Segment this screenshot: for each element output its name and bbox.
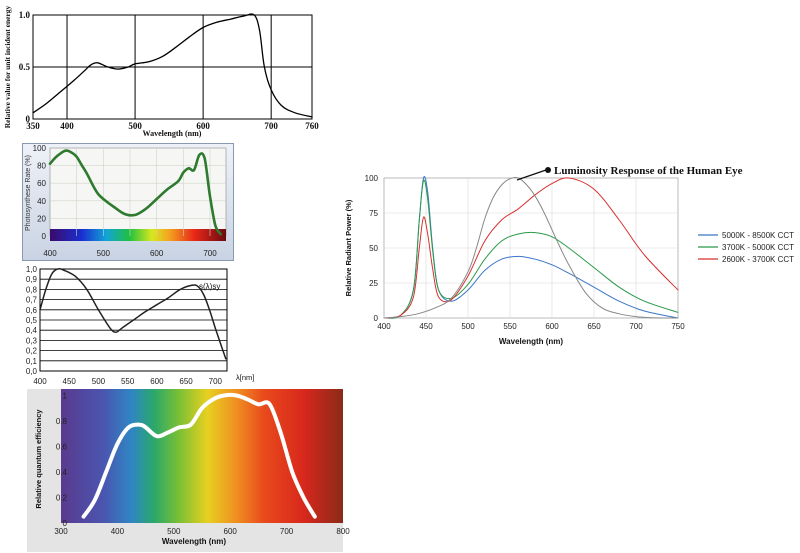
c3-ytick-label: 0,0: [26, 367, 38, 376]
c4-ytick-label: 0.8: [56, 417, 68, 426]
c3-xtick-label: 500: [92, 377, 106, 386]
c5-title-pointer-dot: [545, 167, 551, 173]
c5-ytick-label: 100: [365, 174, 379, 183]
c1-xtick-label: 400: [60, 121, 74, 131]
c4-xtick-label: 800: [336, 527, 350, 536]
chart-3-s-lambda: 400 450 500 550 600 650 7000,00,10,20,30,40,50…: [26, 265, 254, 386]
c5-xtick-label: 550: [503, 322, 517, 331]
c2-xtick-label: 400: [43, 249, 57, 258]
c3-ytick-label: 0,1: [26, 357, 38, 366]
c3-series-line-1: [39, 267, 227, 360]
c1-xtick-label: 760: [305, 121, 319, 131]
c1-xtick-label: 700: [264, 121, 278, 131]
c3-ytick-label: 0,4: [26, 326, 38, 335]
c5-xtick-label: 500: [461, 322, 475, 331]
chart-1-relative-energy: 350 400 500 600 700 760 0 0.5 1.0 Wavelength (nm…: [3, 5, 319, 138]
c5-xtick-label: 600: [545, 322, 559, 331]
c3-ytick-label: 0,7: [26, 296, 38, 305]
c1-series-line-1: [32, 13, 313, 118]
c4-xlabel: Wavelength (nm): [162, 537, 226, 546]
c5-xtick-label: 750: [671, 322, 685, 331]
c4-ylabel: Relative quantum efficiency: [34, 409, 43, 509]
c5-ytick-label: 25: [369, 279, 378, 288]
c3-xtick-label: 550: [121, 377, 135, 386]
c5-ytick-label: 75: [369, 209, 378, 218]
c3-ytick-label: 0,8: [26, 285, 38, 294]
c4-ytick-label: 0.6: [56, 442, 68, 451]
c3-ytick-label: 1,0: [26, 265, 38, 274]
c5-legend-label-3: 2600K - 3700K CCT: [722, 255, 794, 264]
c5-xtick-label: 650: [587, 322, 601, 331]
c3-ytick-label: 0,5: [26, 316, 38, 325]
c3-ytick-label: 0,3: [26, 336, 38, 345]
c4-xtick-label: 700: [280, 527, 294, 536]
chart-2-photosynthesis: 400 500 600 700 0 20 40 60 80 100 Photosynthese R…: [25, 144, 227, 258]
c5-legend-label-1: 5000K - 8500K CCT: [722, 231, 794, 240]
c2-ytick-label: 40: [37, 197, 46, 206]
c1-xtick-label: 500: [128, 121, 142, 131]
c3-xtick-label: 400: [33, 377, 47, 386]
c5-series-line-2: [383, 179, 679, 319]
c3-ytick-label: 0,9: [26, 275, 38, 284]
c5-series-line-3: [383, 177, 679, 319]
c3-annotation: s(λ)sy: [199, 282, 220, 291]
c2-ytick-label: 80: [37, 162, 46, 171]
c2-ytick-label: 20: [37, 214, 46, 223]
c1-xtick-label: 600: [196, 121, 210, 131]
c3-xtick-label: 600: [150, 377, 164, 386]
c4-ytick-label: 0: [63, 519, 68, 528]
c5-ytick-label: 0: [374, 314, 379, 323]
c4-ytick-label: 0.4: [56, 468, 68, 477]
c5-legend-label-2: 3700K - 5000K CCT: [722, 243, 794, 252]
c4-xtick-label: 600: [224, 527, 238, 536]
c4-series-line-1: [81, 392, 317, 519]
c2-xtick-label: 500: [97, 249, 111, 258]
c5-xtick-label: 400: [377, 322, 391, 331]
c1-xtick-label: 350: [26, 121, 40, 131]
c4-ytick-label: 0.2: [56, 493, 68, 502]
c2-ytick-label: 60: [37, 179, 46, 188]
c2-ylabel: Photosynthese Rate (%): [25, 155, 32, 231]
c3-ytick-label: 0,2: [26, 347, 38, 356]
c2-xtick-label: 600: [150, 249, 164, 258]
c4-xtick-label: 400: [111, 527, 125, 536]
c2-spectrum-bar: [50, 229, 226, 241]
c1-ytick-label: 0.5: [19, 62, 31, 72]
c1-xlabel: Wavelength (nm): [143, 129, 202, 138]
c1-ylabel: Relative value for unit incident energy: [3, 5, 12, 128]
c4-ytick-label: 1: [63, 391, 68, 400]
c3-xtick-label: 450: [63, 377, 77, 386]
c2-series-line-1: [48, 149, 222, 236]
c2-ytick-label: 0: [42, 232, 47, 241]
c5-title: Luminosity Response of the Human Eye: [554, 165, 743, 177]
c5-ytick-label: 50: [369, 244, 378, 253]
c2-xtick-label: 700: [203, 249, 217, 258]
c2-ytick-label: 100: [33, 144, 47, 153]
c3-xlabel: λ[nm]: [236, 373, 254, 382]
c4-xtick-label: 300: [54, 527, 68, 536]
c5-xtick-label: 450: [419, 322, 433, 331]
c1-ytick-label: 0: [26, 114, 31, 124]
chart-5-radiant-power: 400 450 500 550 600 650 700 750 0 25 50 75 100 Lumin…: [344, 165, 794, 346]
c5-ylabel: Relative Radiant Power (%): [344, 199, 353, 296]
c5-xlabel: Wavelength (nm): [499, 337, 563, 346]
c3-ytick-label: 0,6: [26, 306, 38, 315]
c3-xtick-label: 650: [179, 377, 193, 386]
c5-series-line-4: [383, 176, 679, 319]
c5-xtick-label: 700: [629, 322, 643, 331]
c5-title-pointer: [516, 169, 547, 181]
chart-4-quantum-efficiency: 300 400 500 600 700 800 0 0.2 0.4 0.6 0.8 1 Wavelen…: [34, 389, 350, 546]
c1-ytick-label: 1.0: [19, 10, 31, 20]
c3-xtick-label: 700: [209, 377, 223, 386]
c4-xtick-label: 500: [167, 527, 181, 536]
